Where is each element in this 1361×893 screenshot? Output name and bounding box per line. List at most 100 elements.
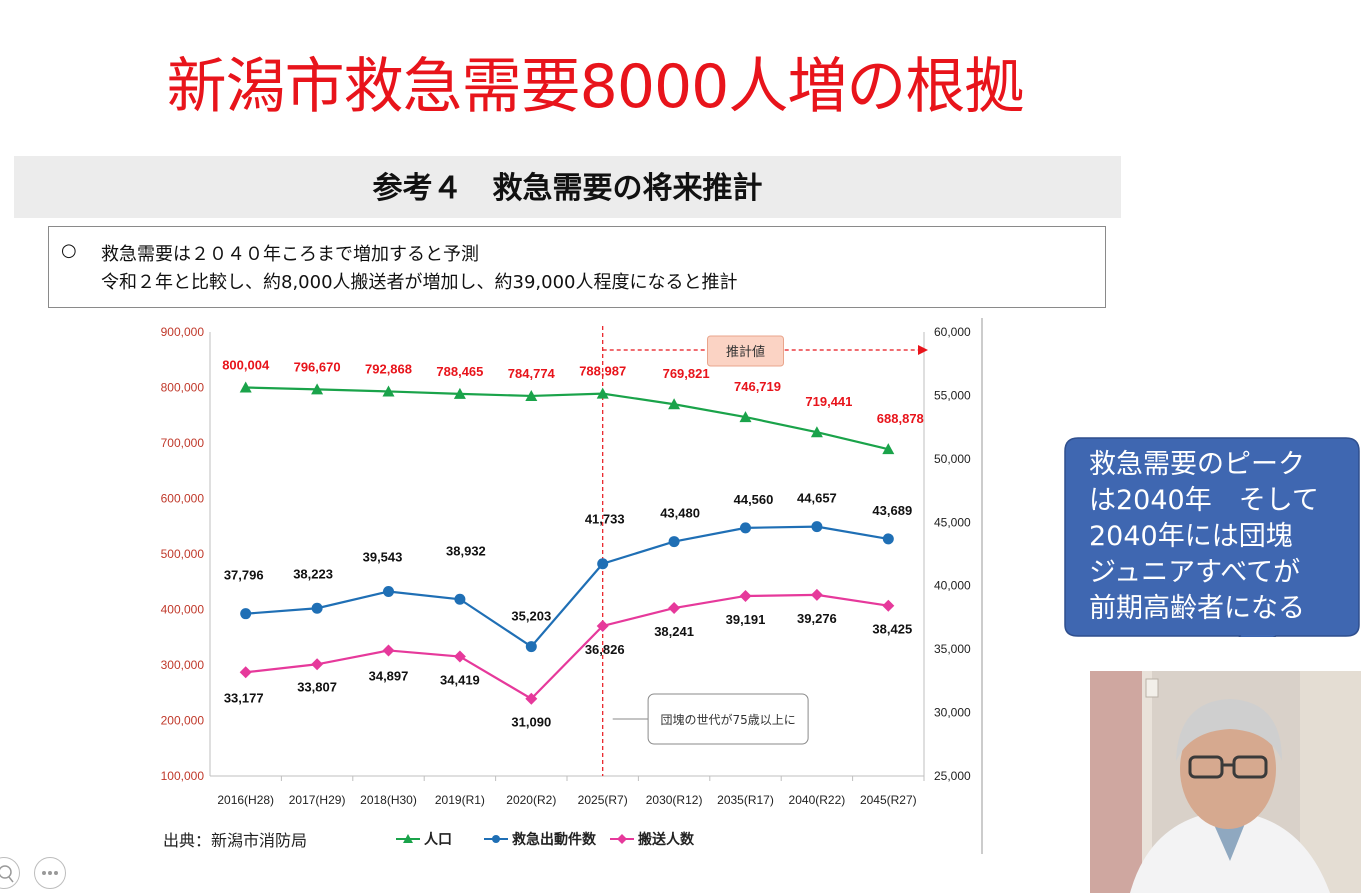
legend-marker xyxy=(492,835,500,843)
x-tick-label: 2040(R22) xyxy=(789,793,846,807)
x-tick-label: 2035(R17) xyxy=(717,793,774,807)
data-label: 33,807 xyxy=(297,679,337,694)
data-point xyxy=(525,641,537,653)
data-point xyxy=(311,658,324,671)
series-line-2 xyxy=(245,593,889,701)
data-point xyxy=(525,389,538,401)
data-label: 39,191 xyxy=(726,612,766,627)
presenter-video xyxy=(1090,671,1361,893)
data-label: 33,177 xyxy=(224,690,264,705)
data-point xyxy=(239,666,252,679)
series-line-0 xyxy=(245,386,889,451)
data-point xyxy=(239,381,252,393)
data-point xyxy=(596,619,609,632)
data-point xyxy=(382,385,395,397)
x-tick-label: 2025(R7) xyxy=(578,793,628,807)
right-tick-label: 60,000 xyxy=(934,325,971,339)
data-label: 746,719 xyxy=(734,379,781,394)
forecast-badge xyxy=(707,335,784,367)
data-label: 800,004 xyxy=(222,357,270,372)
left-tick-label: 500,000 xyxy=(161,547,205,561)
legend-label: 救急出動件数 xyxy=(512,831,597,848)
data-label: 769,821 xyxy=(663,366,710,381)
data-point xyxy=(882,599,895,612)
data-label: 38,425 xyxy=(872,622,912,637)
data-label: 38,932 xyxy=(446,543,486,558)
data-label: 688,878 xyxy=(877,411,924,426)
forecast-arrow-head xyxy=(918,345,928,355)
left-tick-label: 400,000 xyxy=(161,603,205,617)
data-point xyxy=(882,533,894,545)
left-tick-label: 900,000 xyxy=(161,325,205,339)
data-point xyxy=(453,387,466,399)
ellipsis-icon[interactable] xyxy=(34,857,66,889)
legend-label: 人口 xyxy=(424,831,452,848)
data-point xyxy=(668,398,681,410)
note-line-2: 令和２年と比較し、約8,000人搬送者が増加し、約39,000人程度になると推計 xyxy=(101,272,738,293)
subtitle-band xyxy=(14,156,1121,218)
callout-text: 救急需要のピーク は2040年 そして 2040年には団塊 ジュニアすべてが 前… xyxy=(1089,449,1319,624)
data-point xyxy=(810,426,823,438)
forecast-label: 推計値 xyxy=(726,344,765,360)
legend-marker xyxy=(403,834,413,843)
data-label: 38,241 xyxy=(654,624,694,639)
data-label: 43,689 xyxy=(872,503,912,518)
data-point xyxy=(597,558,609,570)
data-label: 31,090 xyxy=(511,715,551,730)
data-point xyxy=(668,602,681,615)
data-point xyxy=(739,411,752,423)
data-point xyxy=(311,602,323,614)
right-tick-label: 45,000 xyxy=(934,515,971,529)
data-point xyxy=(811,521,823,533)
note-line-1: 救急需要は２０４０年ころまで増加すると予測 xyxy=(101,244,479,265)
data-label: 36,826 xyxy=(585,642,625,657)
x-tick-label: 2030(R12) xyxy=(646,793,703,807)
right-tick-label: 55,000 xyxy=(934,388,971,402)
legend-label: 搬送人数 xyxy=(638,831,695,848)
note-bullet: ○ xyxy=(61,240,77,261)
data-point xyxy=(240,608,252,620)
data-label: 35,203 xyxy=(511,609,551,624)
slide-title: 新潟市救急需要8000人増の根拠 xyxy=(166,52,1025,122)
legend-marker xyxy=(617,834,627,844)
data-label: 43,480 xyxy=(660,506,700,521)
data-label: 719,441 xyxy=(805,394,852,409)
chart-source: 出典：新潟市消防局 xyxy=(163,831,308,850)
data-point xyxy=(454,593,466,605)
x-tick-label: 2045(R27) xyxy=(860,793,917,807)
x-tick-label: 2019(R1) xyxy=(435,793,485,807)
x-tick-label: 2017(H29) xyxy=(289,793,346,807)
right-tick-label: 25,000 xyxy=(934,769,971,783)
data-point xyxy=(596,387,609,399)
chart-frame xyxy=(150,318,984,856)
data-label: 44,657 xyxy=(797,491,837,506)
left-tick-label: 800,000 xyxy=(161,381,205,395)
data-point xyxy=(383,586,394,598)
data-label: 44,560 xyxy=(734,492,774,507)
left-tick-label: 300,000 xyxy=(161,658,205,672)
data-label: 784,774 xyxy=(508,366,556,381)
data-point xyxy=(525,692,538,705)
chart: 100,000 200,000 300,000 400,000 500,000 600,0… xyxy=(150,318,984,856)
magnifier-icon[interactable] xyxy=(0,857,20,889)
data-point xyxy=(810,588,823,601)
right-tick-label: 50,000 xyxy=(934,452,971,466)
data-label: 39,543 xyxy=(363,550,403,565)
right-tick-label: 35,000 xyxy=(934,642,971,656)
right-tick-label: 40,000 xyxy=(934,579,971,593)
data-point xyxy=(739,589,752,602)
data-label: 37,796 xyxy=(224,568,264,583)
data-label: 34,897 xyxy=(369,668,409,683)
data-label: 788,987 xyxy=(579,364,626,379)
x-tick-label: 2016(H28) xyxy=(217,793,274,807)
data-label: 34,419 xyxy=(440,673,480,688)
data-point xyxy=(740,522,751,534)
left-tick-label: 600,000 xyxy=(161,492,205,506)
speech-callout xyxy=(1064,437,1360,637)
data-label: 38,223 xyxy=(293,566,333,581)
right-tick-label: 30,000 xyxy=(934,706,971,720)
series-line-1 xyxy=(245,525,889,649)
data-label: 41,733 xyxy=(585,512,625,527)
x-tick-label: 2018(H30) xyxy=(360,793,417,807)
boomer-annotation-text: 団塊の世代が75歳以上に xyxy=(660,712,795,727)
